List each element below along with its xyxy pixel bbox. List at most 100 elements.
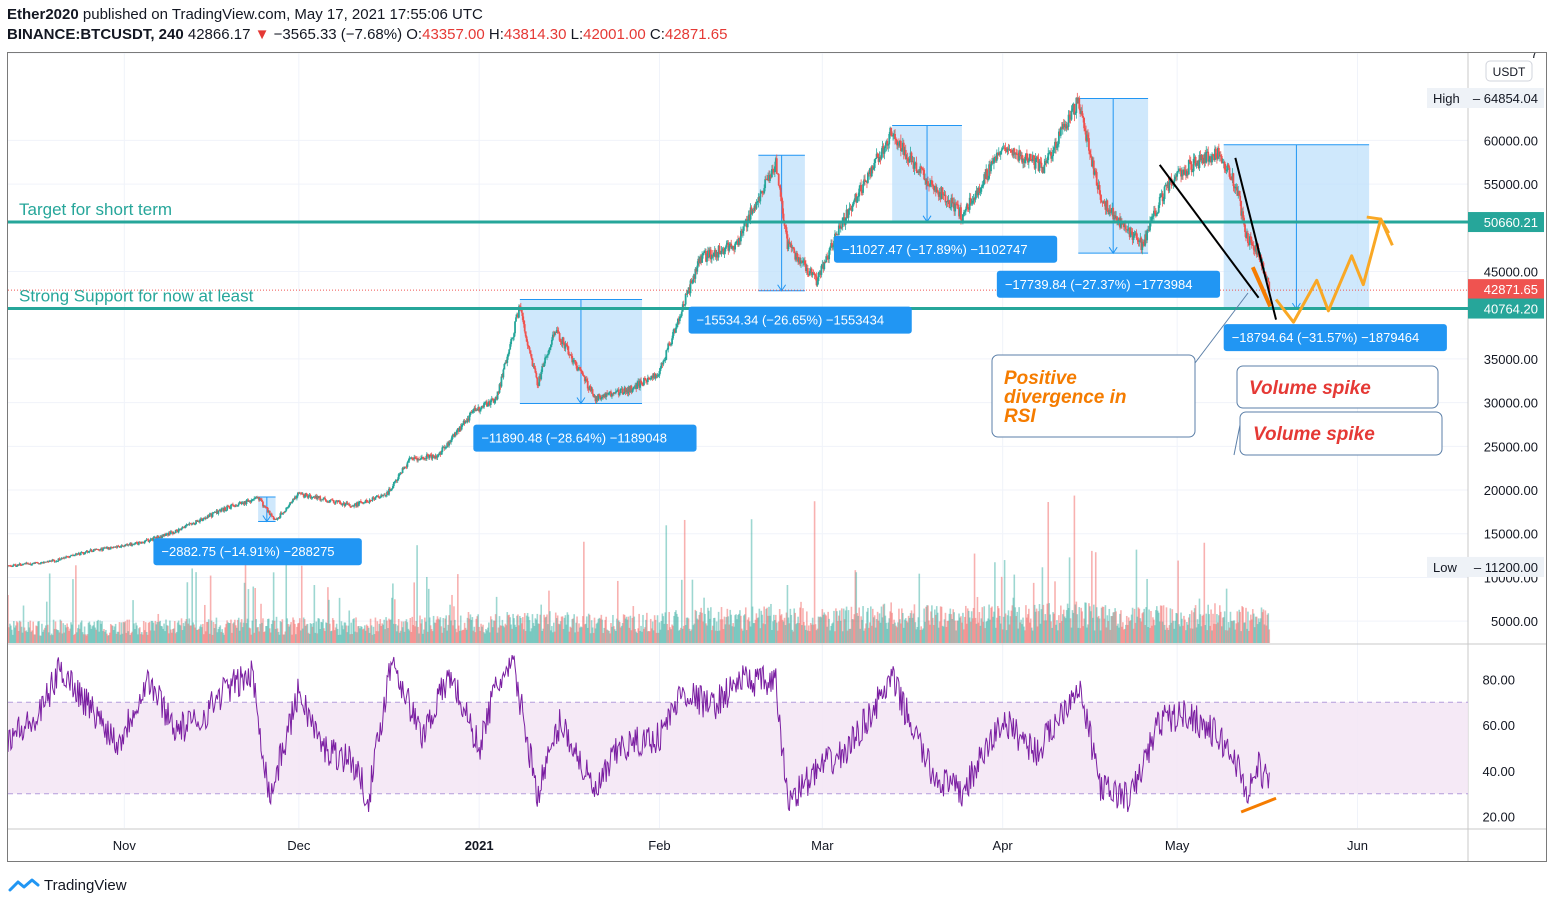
candle-body bbox=[1132, 235, 1135, 240]
candle-body bbox=[925, 179, 927, 184]
volume-bar bbox=[167, 625, 169, 643]
volume-bar bbox=[177, 620, 180, 643]
candle-body bbox=[1080, 110, 1083, 114]
candle-body bbox=[118, 546, 121, 548]
volume-bar bbox=[886, 628, 889, 643]
candle-body bbox=[970, 202, 973, 204]
volume-bar bbox=[489, 632, 491, 643]
candle-body bbox=[442, 446, 445, 448]
volume-bar bbox=[381, 623, 384, 643]
candle-body bbox=[818, 272, 821, 274]
volume-bar bbox=[609, 633, 611, 643]
candle-body bbox=[38, 563, 40, 565]
candle-body bbox=[541, 366, 544, 372]
volume-bar bbox=[265, 626, 267, 643]
symbol-name[interactable]: BINANCE:BTCUSDT, 240 bbox=[7, 26, 184, 43]
volume-bar bbox=[308, 633, 311, 643]
candle-body bbox=[1204, 154, 1207, 163]
volume-bar bbox=[455, 628, 457, 643]
candle-body bbox=[654, 374, 657, 379]
volume-bar bbox=[564, 615, 567, 643]
candle-body bbox=[468, 414, 471, 421]
volume-bar bbox=[1173, 628, 1176, 643]
volume-bar bbox=[322, 619, 324, 643]
volume-bar bbox=[116, 631, 119, 643]
candle-body bbox=[1045, 161, 1048, 164]
volume-bar bbox=[356, 632, 358, 643]
candle-body bbox=[777, 174, 780, 186]
candle-body bbox=[645, 380, 648, 383]
volume-bar bbox=[97, 619, 99, 643]
candle-body bbox=[1037, 159, 1040, 171]
volume-bar bbox=[511, 628, 513, 643]
volume-bar bbox=[521, 623, 523, 643]
candle-body bbox=[78, 552, 81, 556]
candle-body bbox=[919, 166, 922, 173]
candle-body bbox=[973, 197, 976, 200]
volume-bar bbox=[1100, 607, 1103, 643]
candle-body bbox=[754, 205, 757, 209]
candle-body bbox=[720, 250, 723, 255]
candle-body bbox=[68, 556, 70, 558]
volume-bar bbox=[418, 633, 420, 643]
volume-bar bbox=[1206, 630, 1209, 643]
volume-bar bbox=[588, 614, 591, 643]
candle-body bbox=[638, 381, 641, 388]
volume-bar bbox=[1146, 578, 1148, 643]
candle-body bbox=[666, 349, 669, 351]
volume-bar bbox=[979, 625, 982, 643]
volume-bar bbox=[19, 621, 22, 643]
volume-bar bbox=[899, 619, 901, 643]
candle-body bbox=[477, 407, 480, 411]
candle-body bbox=[274, 518, 277, 520]
volume-bar bbox=[1158, 621, 1161, 643]
volume-bar bbox=[605, 616, 607, 643]
volume-bar bbox=[182, 622, 185, 643]
candle-body bbox=[942, 193, 945, 195]
candle-body bbox=[1097, 185, 1100, 190]
candle-body bbox=[455, 430, 458, 435]
candle-body bbox=[1042, 167, 1045, 174]
tradingview-logo-icon[interactable] bbox=[8, 877, 40, 893]
volume-bar bbox=[904, 618, 907, 643]
volume-bar bbox=[1084, 602, 1086, 643]
author-name[interactable]: Ether2020 bbox=[7, 6, 79, 23]
volume-bar bbox=[1114, 608, 1116, 643]
candle-body bbox=[736, 240, 738, 242]
candle-body bbox=[612, 393, 614, 395]
candle-body bbox=[28, 563, 31, 565]
candle-body bbox=[817, 272, 820, 282]
volume-bar bbox=[1197, 623, 1200, 643]
volume-bar bbox=[148, 621, 151, 643]
volume-bar bbox=[1261, 612, 1264, 643]
chart-frame[interactable]: Target for short term Strong Support for … bbox=[7, 52, 1547, 862]
candle-body bbox=[423, 458, 426, 459]
candle-body bbox=[723, 251, 726, 254]
volume-bar bbox=[714, 630, 717, 643]
candle-body bbox=[801, 260, 803, 263]
volume-bar bbox=[973, 553, 976, 643]
volume-bar bbox=[819, 616, 822, 643]
volume-bar bbox=[1044, 614, 1047, 643]
volume-bar bbox=[686, 617, 689, 643]
volume-bar bbox=[723, 616, 726, 643]
volume-bar bbox=[504, 623, 507, 643]
candle-body bbox=[342, 502, 345, 505]
volume-bar bbox=[1077, 627, 1080, 643]
volume-bar bbox=[838, 615, 840, 643]
candle-body bbox=[1029, 153, 1032, 161]
divergence-note-text: divergence in bbox=[1004, 387, 1127, 408]
volume-bar bbox=[426, 631, 429, 643]
volume-bar bbox=[141, 634, 144, 643]
support-price-label: 40764.20 bbox=[1484, 302, 1538, 317]
open-value: 43357.00 bbox=[422, 26, 485, 43]
candle-body bbox=[1079, 108, 1082, 114]
volume-bar bbox=[198, 628, 200, 643]
volume-bar bbox=[1213, 623, 1215, 643]
tradingview-brand[interactable]: TradingView bbox=[44, 876, 127, 894]
volume-bar bbox=[388, 618, 390, 643]
volume-bar bbox=[1268, 629, 1271, 643]
volume-bar bbox=[863, 630, 865, 643]
volume-bar bbox=[15, 621, 18, 643]
